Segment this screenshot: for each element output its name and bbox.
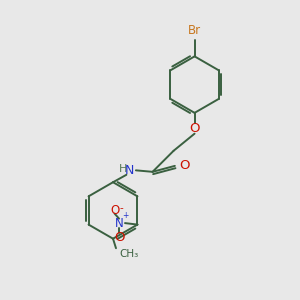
Text: H: H bbox=[118, 164, 127, 174]
Text: +: + bbox=[123, 211, 129, 220]
Text: CH₃: CH₃ bbox=[119, 249, 138, 259]
Text: O: O bbox=[114, 231, 124, 244]
Text: -: - bbox=[119, 202, 123, 213]
Text: N: N bbox=[115, 217, 123, 230]
Text: O: O bbox=[110, 204, 119, 217]
Text: N: N bbox=[125, 164, 134, 177]
Text: O: O bbox=[179, 159, 190, 172]
Text: Br: Br bbox=[188, 24, 201, 37]
Text: O: O bbox=[189, 122, 200, 135]
